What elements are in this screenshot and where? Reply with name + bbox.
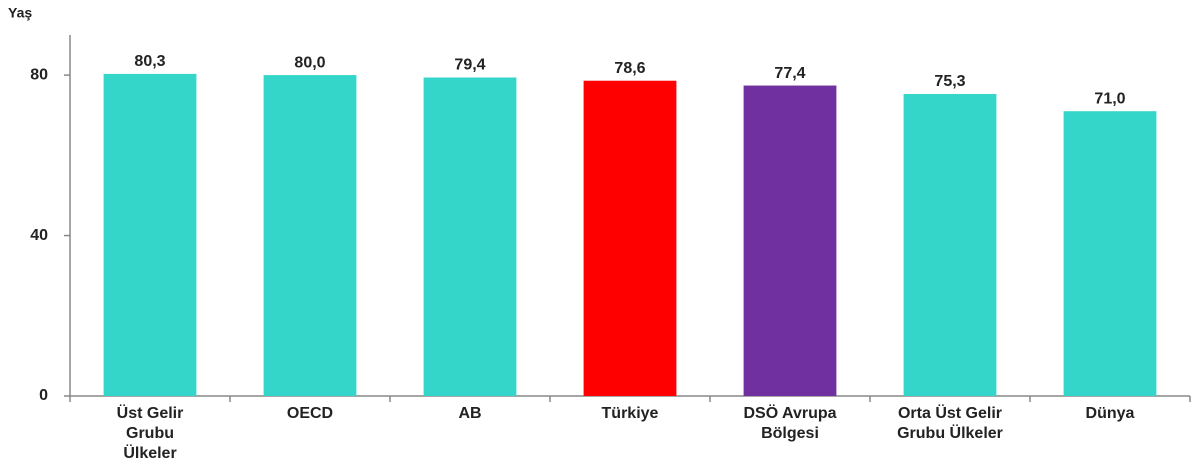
y-tick-label: 0 <box>39 387 48 404</box>
bar <box>1063 111 1157 396</box>
bar <box>903 93 997 397</box>
y-tick-label: 40 <box>30 227 48 244</box>
value-label: 75,3 <box>934 73 965 90</box>
value-label: 77,4 <box>774 65 805 82</box>
x-tick-label: OECD <box>286 405 334 422</box>
x-tick-label: DSÖ Avrupa Bölgesi <box>743 405 837 442</box>
x-tick-label: Orta Üst Gelir Grubu Ülkeler <box>897 405 1003 442</box>
bar <box>423 77 517 397</box>
x-tick-label: AB <box>458 405 482 422</box>
value-label: 79,4 <box>454 57 485 74</box>
bar <box>263 75 357 396</box>
x-tick-label: Üst Gelir Grubu Ülkeler <box>116 405 184 462</box>
value-label: 71,0 <box>1094 90 1125 107</box>
x-tick-label: Dünya <box>1085 405 1135 422</box>
value-label: 80,3 <box>134 53 165 70</box>
bar <box>743 85 837 396</box>
bar <box>103 73 197 396</box>
y-tick-label: 80 <box>30 66 48 83</box>
value-label: 78,6 <box>614 60 645 77</box>
x-tick-label: Türkiye <box>601 405 659 422</box>
bar <box>583 80 677 396</box>
value-label: 80,0 <box>294 54 325 71</box>
axis-label: Yaş <box>8 5 32 21</box>
